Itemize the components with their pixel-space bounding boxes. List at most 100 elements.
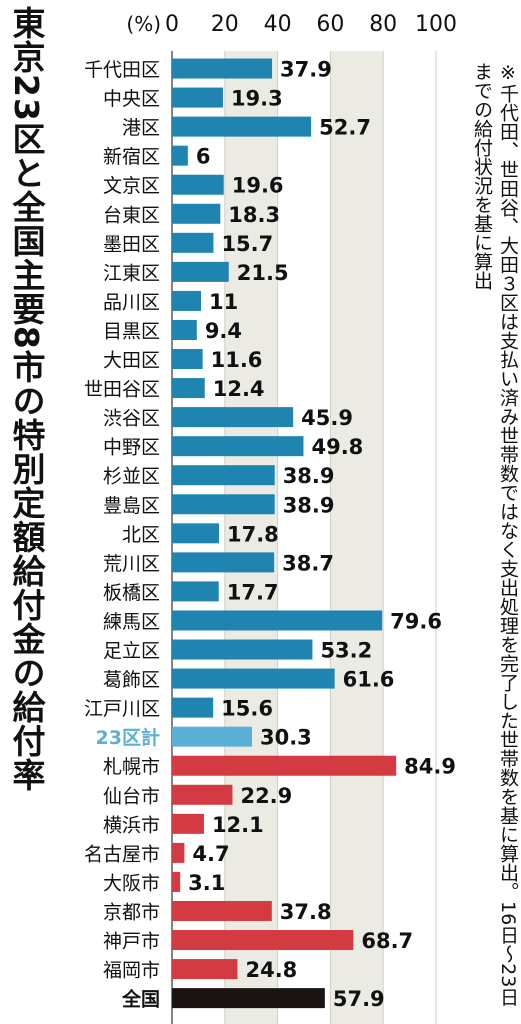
category-label: 練馬区 bbox=[103, 611, 160, 633]
value-label: 15.6 bbox=[221, 697, 273, 721]
category-label: 23区計 bbox=[96, 726, 160, 749]
footnote: ※千代田、世田谷、大田３区は支払い済み世帯数ではなく支出処理を完了した世帯数を基… bbox=[471, 62, 519, 1007]
value-label: 12.4 bbox=[213, 377, 265, 401]
category-label: 神戸市 bbox=[103, 931, 160, 953]
bar bbox=[172, 871, 181, 892]
bar bbox=[172, 319, 197, 340]
category-label: 名古屋市 bbox=[84, 843, 160, 865]
category-label: 全国 bbox=[121, 988, 160, 1011]
bar bbox=[172, 697, 214, 718]
category-label: 品川区 bbox=[103, 291, 160, 313]
bar bbox=[172, 610, 383, 631]
category-label: 世田谷区 bbox=[84, 379, 160, 401]
chart-title: 東京23区と全国主要8市の特別定額給付金の給付率 bbox=[7, 6, 46, 792]
category-label: 港区 bbox=[122, 117, 160, 139]
bar bbox=[172, 174, 224, 195]
value-label: 17.8 bbox=[227, 522, 279, 546]
x-tick-label: 40 bbox=[264, 12, 292, 37]
bar bbox=[172, 232, 214, 253]
category-label: 渋谷区 bbox=[103, 408, 160, 430]
category-label: 札幌市 bbox=[103, 756, 160, 778]
bar bbox=[172, 407, 294, 428]
category-label: 台東区 bbox=[103, 204, 160, 226]
x-tick-label: 0 bbox=[165, 12, 179, 37]
footnote-block: ※千代田、世田谷、大田３区は支払い済み世帯数ではなく支出処理を完了した世帯数を基… bbox=[451, 62, 521, 1022]
value-label: 11.6 bbox=[211, 348, 263, 372]
value-label: 68.7 bbox=[361, 929, 413, 953]
category-label: 足立区 bbox=[103, 640, 160, 662]
bar bbox=[172, 988, 325, 1009]
value-label: 61.6 bbox=[343, 668, 395, 692]
bar bbox=[172, 87, 223, 108]
bar bbox=[172, 349, 203, 370]
bar bbox=[172, 726, 252, 747]
value-label: 6 bbox=[196, 145, 211, 169]
value-label: 38.7 bbox=[282, 551, 334, 575]
value-label: 53.2 bbox=[320, 639, 372, 663]
bar bbox=[172, 116, 312, 137]
category-label: 新宿区 bbox=[103, 146, 160, 168]
value-label: 19.3 bbox=[231, 87, 283, 111]
category-label: 墨田区 bbox=[103, 233, 160, 255]
bar bbox=[172, 959, 238, 980]
category-label: 横浜市 bbox=[103, 814, 160, 836]
bar bbox=[172, 261, 229, 282]
category-label: 中央区 bbox=[103, 88, 160, 110]
value-label: 84.9 bbox=[404, 755, 456, 779]
value-label: 38.9 bbox=[283, 493, 335, 517]
value-label: 4.7 bbox=[192, 842, 229, 866]
bar bbox=[172, 813, 204, 834]
category-label: 大阪市 bbox=[103, 872, 160, 894]
bar bbox=[172, 465, 275, 486]
bar bbox=[172, 842, 185, 863]
value-label: 37.9 bbox=[280, 58, 332, 82]
grid-band bbox=[224, 51, 278, 1024]
x-tick-label: 100 bbox=[415, 12, 457, 37]
category-label: 文京区 bbox=[103, 175, 160, 197]
bar bbox=[172, 494, 275, 515]
value-label: 45.9 bbox=[301, 406, 353, 430]
category-label: 福岡市 bbox=[103, 960, 160, 982]
value-label: 22.9 bbox=[240, 784, 292, 808]
bar bbox=[172, 436, 304, 457]
value-label: 24.8 bbox=[245, 958, 297, 982]
category-label: 豊島区 bbox=[103, 495, 160, 517]
bar bbox=[172, 581, 219, 602]
value-label: 49.8 bbox=[311, 435, 363, 459]
value-label: 11 bbox=[209, 290, 238, 314]
category-label: 千代田区 bbox=[84, 59, 160, 81]
bar bbox=[172, 552, 275, 573]
category-label: 江戸川区 bbox=[84, 698, 160, 720]
grid-band bbox=[330, 51, 384, 1024]
category-label: 中野区 bbox=[103, 437, 160, 459]
value-label: 52.7 bbox=[319, 116, 371, 140]
bar bbox=[172, 900, 272, 921]
chart-title-block: 東京23区と全国主要8市の特別定額給付金の給付率 bbox=[0, 0, 46, 1024]
bar bbox=[172, 378, 205, 399]
value-label: 17.7 bbox=[227, 580, 279, 604]
category-label: 京都市 bbox=[103, 901, 160, 923]
value-label: 37.8 bbox=[280, 900, 332, 924]
category-label: 杉並区 bbox=[103, 466, 160, 488]
value-label: 9.4 bbox=[205, 319, 242, 343]
value-label: 12.1 bbox=[212, 813, 264, 837]
bar bbox=[172, 784, 233, 805]
category-label: 北区 bbox=[122, 524, 160, 546]
x-tick-label: 60 bbox=[316, 12, 344, 37]
category-label: 仙台市 bbox=[103, 785, 160, 807]
value-label: 3.1 bbox=[188, 871, 225, 895]
value-label: 15.7 bbox=[221, 232, 273, 256]
category-label: 江東区 bbox=[103, 262, 160, 284]
bar bbox=[172, 290, 202, 311]
bar bbox=[172, 145, 188, 166]
bar bbox=[172, 755, 397, 776]
x-tick-label: 80 bbox=[369, 12, 397, 37]
value-label: 18.3 bbox=[228, 203, 280, 227]
category-label: 大田区 bbox=[103, 350, 160, 372]
bar bbox=[172, 203, 221, 224]
value-label: 79.6 bbox=[390, 609, 442, 633]
bar bbox=[172, 930, 354, 951]
category-label: 目黒区 bbox=[103, 320, 160, 342]
bar bbox=[172, 58, 273, 79]
value-label: 21.5 bbox=[237, 261, 289, 285]
